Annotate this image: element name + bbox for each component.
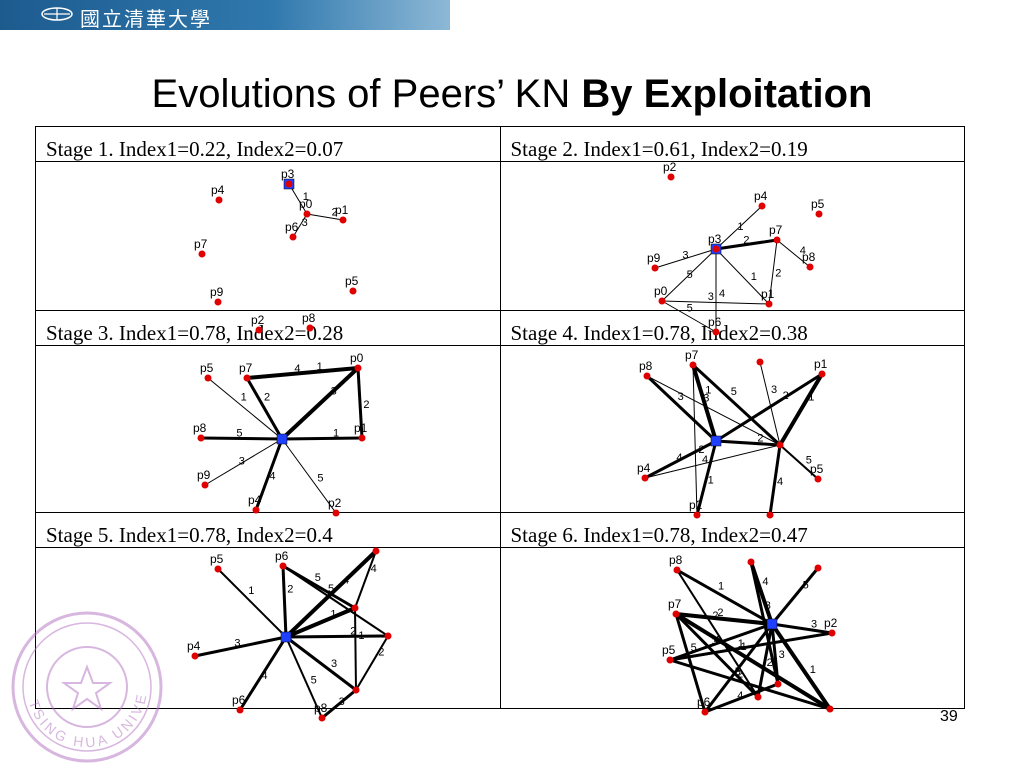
- stage-2-label: Stage 2. Index1=0.61, Index2=0.19: [510, 137, 808, 161]
- stage-4-label-cell: Stage 4. Index1=0.78, Index2=0.38: [499, 310, 965, 346]
- stage-1-graph-cell: [35, 161, 501, 311]
- stage-3-graph-cell: [35, 345, 501, 513]
- stage5-peer-node: [318, 714, 326, 722]
- stage-6-graph-cell: [499, 547, 965, 709]
- stage-5-label-cell: Stage 5. Index1=0.78, Index2=0.4: [35, 512, 501, 548]
- stage-2-label-cell: Stage 2. Index1=0.61, Index2=0.19: [499, 126, 965, 162]
- university-banner: 國立清華大學: [0, 0, 450, 31]
- university-emblem-icon: [41, 7, 73, 21]
- university-name: 國立清華大學: [80, 7, 212, 31]
- university-seal-watermark: TSING HUA UNIVERSITY: [2, 605, 163, 763]
- stage-2-graph-cell: [499, 161, 965, 311]
- stage-3-label-cell: Stage 3. Index1=0.78, Index2=0.28: [35, 310, 501, 346]
- stages-table: Stage 1. Index1=0.22, Index2=0.07 Stage …: [35, 126, 965, 709]
- stage-3-label: Stage 3. Index1=0.78, Index2=0.28: [46, 321, 344, 345]
- stage-1-label: Stage 1. Index1=0.22, Index2=0.07: [46, 137, 344, 161]
- slide-title: Evolutions of Peers’ KN By Exploitation: [0, 72, 1024, 117]
- stage6-peer-node: [701, 708, 709, 716]
- stage-5-label: Stage 5. Index1=0.78, Index2=0.4: [46, 523, 333, 547]
- stage-1-label-cell: Stage 1. Index1=0.22, Index2=0.07: [35, 126, 501, 162]
- page-number: 39: [940, 708, 958, 725]
- stage-4-graph-cell: [499, 345, 965, 513]
- slide-title-bold: By Exploitation: [581, 72, 873, 116]
- stage-6-label-cell: Stage 6. Index1=0.78, Index2=0.47: [499, 512, 965, 548]
- stage-4-label: Stage 4. Index1=0.78, Index2=0.38: [510, 321, 808, 345]
- slide-title-plain: Evolutions of Peers’ KN: [151, 72, 582, 116]
- stage-6-label: Stage 6. Index1=0.78, Index2=0.47: [510, 523, 808, 547]
